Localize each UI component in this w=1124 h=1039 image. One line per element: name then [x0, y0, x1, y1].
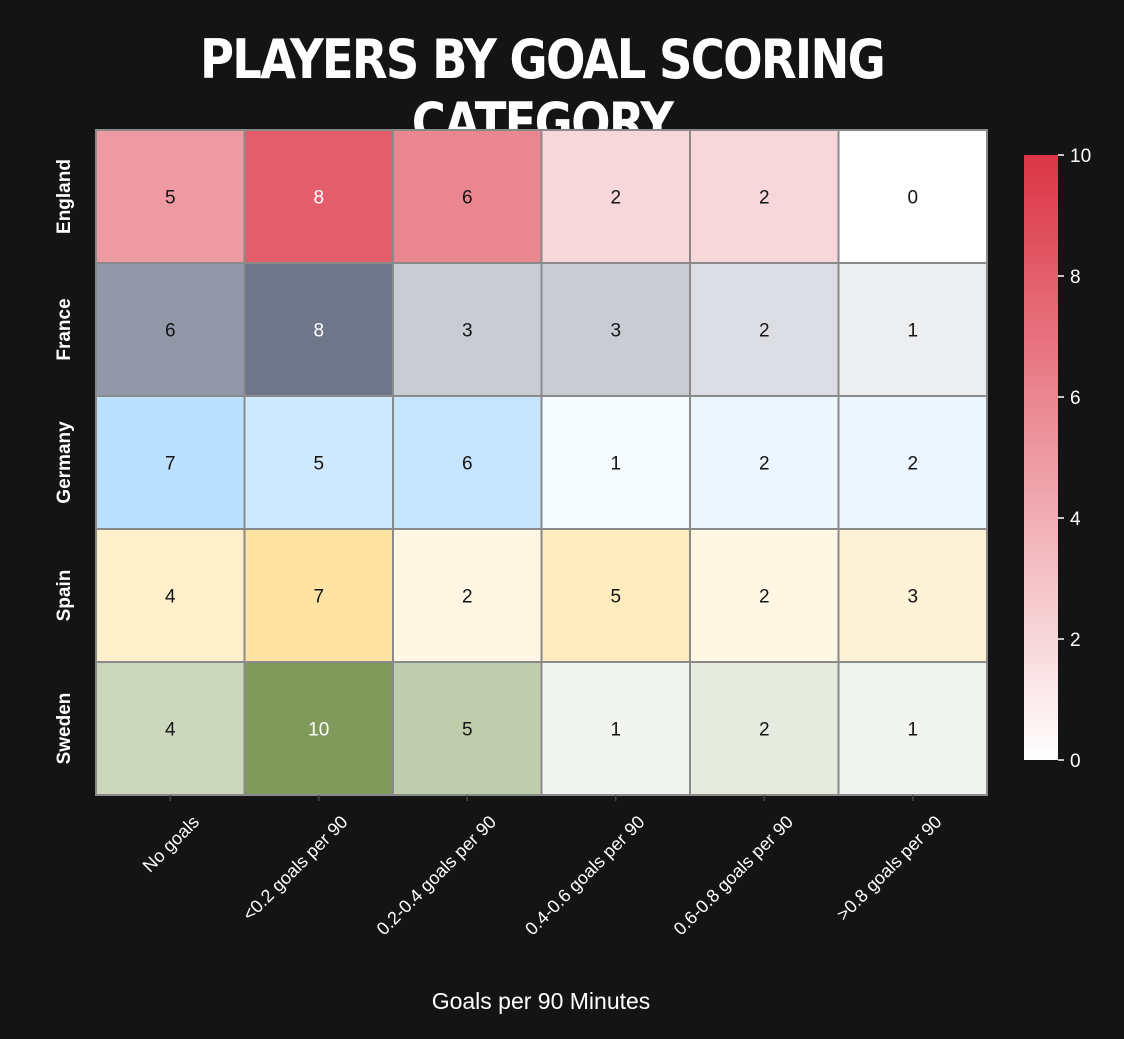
colorbar-tick-label: 0: [1070, 751, 1081, 772]
heatmap-cell: [689, 262, 840, 397]
x-tick-label: <0.2 goals per 90: [239, 812, 352, 925]
x-tick-label: 0.6-0.8 goals per 90: [670, 812, 797, 939]
row-label: Sweden: [54, 693, 75, 765]
cell-value-label: 2: [907, 454, 918, 475]
cell-value-label: 1: [610, 454, 621, 475]
x-tick-label: 0.2-0.4 goals per 90: [373, 812, 500, 939]
heatmap-cell: [837, 528, 988, 663]
chart-title: PLAYERS BY GOAL SCORING CATEGORY: [199, 28, 886, 154]
cell-value-label: 2: [759, 321, 770, 342]
heatmap-cells: 5 8 6 2 2 0 6 8 3 3 2 1 7 5 6 1 2 2 4 7 2 5 2 3 4 10 5 1 2 1: [95, 129, 988, 796]
cell-value-label: 1: [610, 720, 621, 741]
cell-value-label: 5: [313, 454, 324, 475]
x-tick-label: >0.8 goals per 90: [833, 812, 946, 925]
cell-value-label: 3: [907, 587, 918, 608]
cell-value-label: 5: [610, 587, 621, 608]
heatmap-cell: [392, 528, 543, 663]
cell-value-label: 2: [610, 188, 621, 209]
heatmap-cell: [243, 262, 394, 397]
x-tick-label: No goals: [139, 812, 203, 876]
colorbar-tick-label: 4: [1070, 509, 1081, 530]
colorbar: 0 2 4 6 8 10: [1024, 146, 1091, 772]
colorbar-tick-label: 6: [1070, 388, 1081, 409]
cell-value-label: 2: [759, 188, 770, 209]
heatmap-cell: [95, 395, 246, 530]
cell-value-label: 6: [462, 188, 473, 209]
heatmap-cell: [837, 661, 988, 796]
heatmap-cell: [95, 262, 246, 397]
heatmap-cell: [243, 661, 394, 796]
cell-value-label: 3: [610, 321, 621, 342]
row-labels: England France Germany Spain Sweden: [54, 159, 75, 764]
cell-value-label: 6: [462, 454, 473, 475]
cell-value-label: 5: [165, 188, 176, 209]
heatmap-cell: [540, 262, 691, 397]
cell-value-label: 5: [462, 720, 473, 741]
cell-value-label: 1: [907, 720, 918, 741]
x-axis-title: Goals per 90 Minutes: [432, 988, 651, 1014]
cell-value-label: 2: [759, 720, 770, 741]
colorbar-tick-label: 8: [1070, 267, 1081, 288]
cell-value-label: 10: [308, 720, 329, 741]
heatmap-cell: [689, 395, 840, 530]
x-tick-label: 0.4-0.6 goals per 90: [521, 812, 648, 939]
colorbar-tick-label: 2: [1070, 630, 1081, 651]
heatmap-cell: [540, 661, 691, 796]
heatmap-cell: [392, 661, 543, 796]
cell-value-label: 8: [313, 321, 324, 342]
cell-value-label: 8: [313, 188, 324, 209]
cell-value-label: 0: [907, 188, 918, 209]
row-label: England: [54, 159, 75, 234]
colorbar-tick-label: 10: [1070, 146, 1091, 167]
cell-value-label: 3: [462, 321, 473, 342]
heatmap-cell: [837, 395, 988, 530]
cell-value-label: 1: [907, 321, 918, 342]
heatmap-cell: [837, 262, 988, 397]
cell-value-label: 2: [759, 587, 770, 608]
cell-value-label: 2: [462, 587, 473, 608]
cell-value-label: 7: [165, 454, 176, 475]
row-label: Spain: [54, 570, 75, 622]
heatmap-cell: [243, 395, 394, 530]
cell-value-label: 6: [165, 321, 176, 342]
cell-value-label: 2: [759, 454, 770, 475]
cell-value-label: 7: [313, 587, 324, 608]
heatmap-cell: [837, 129, 988, 264]
column-labels: No goals <0.2 goals per 90 0.2-0.4 goals p…: [139, 795, 946, 939]
cell-value-label: 4: [165, 587, 176, 608]
row-label: France: [54, 298, 75, 360]
row-label: Germany: [54, 421, 75, 504]
heatmap-cell: [689, 129, 840, 264]
heatmap-cell: [540, 129, 691, 264]
colorbar-gradient: [1024, 155, 1058, 760]
heatmap-cell: [689, 528, 840, 663]
cell-value-label: 4: [165, 720, 176, 741]
